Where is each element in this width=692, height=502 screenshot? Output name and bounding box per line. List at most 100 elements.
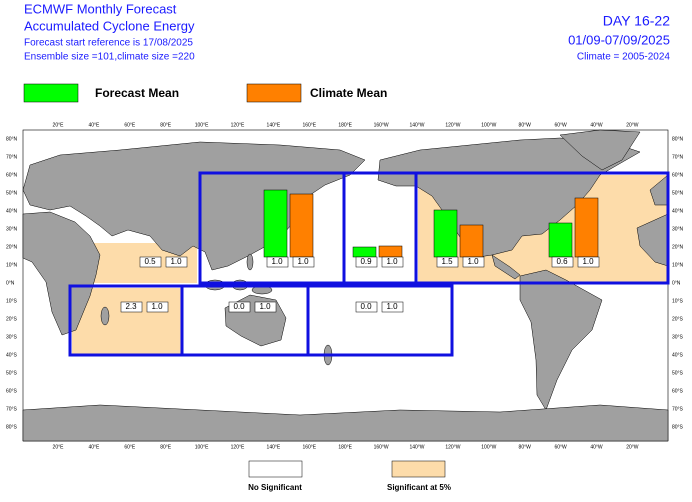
climate-period: Climate = 2005-2024: [577, 52, 671, 63]
lon-label: 180°E: [338, 444, 352, 450]
lat-label: 30°S: [6, 334, 18, 340]
lat-label: 30°N: [672, 226, 684, 232]
value-label: 1.0: [297, 257, 309, 266]
start-ref: Forecast start reference is 17/08/2025: [24, 38, 193, 49]
value-label: 0.9: [360, 257, 372, 266]
value-box: [381, 301, 404, 313]
legend-label: Significant at 5%: [387, 483, 451, 492]
lon-label: 20°E: [53, 122, 65, 128]
lat-label: 40°N: [672, 208, 684, 214]
lat-label: 50°N: [672, 190, 684, 196]
lon-label: 40°W: [590, 122, 603, 128]
value-box: [228, 301, 251, 313]
lat-label: 60°N: [6, 172, 18, 178]
dates: 01/09-07/09/2025: [568, 32, 670, 47]
lon-label: 140°E: [267, 122, 281, 128]
value-box: [577, 256, 600, 268]
value-label: 1.0: [386, 257, 398, 266]
bar: [352, 246, 377, 258]
lon-label: 40°E: [88, 122, 100, 128]
lat-label: 50°S: [6, 370, 18, 376]
value-label: 1.5: [441, 257, 453, 266]
value-box: [266, 256, 289, 268]
lat-label: 10°S: [672, 298, 684, 304]
lat-label: 70°S: [6, 406, 18, 412]
lat-label: 60°S: [672, 388, 684, 394]
lon-label: 120°E: [231, 122, 245, 128]
ensemble: Ensemble size =101,climate size =220: [24, 52, 195, 63]
lat-label: 40°N: [6, 208, 18, 214]
bar: [548, 222, 573, 258]
title: ECMWF Monthly Forecast: [24, 1, 177, 16]
lat-label: 40°S: [672, 352, 684, 358]
bar: [263, 189, 288, 258]
lon-label: 100°W: [481, 122, 496, 128]
region-boxes: [68, 171, 670, 357]
lon-label: 140°W: [409, 122, 424, 128]
lon-label: 120°W: [445, 444, 460, 450]
lon-label: 80°W: [519, 444, 532, 450]
lat-label: 70°N: [6, 154, 18, 160]
lat-label: 30°N: [6, 226, 18, 232]
lon-label: 80°W: [519, 122, 532, 128]
lat-label: 80°S: [672, 424, 684, 430]
legend-swatch: [248, 460, 303, 478]
value-box: [436, 256, 459, 268]
lon-label: 120°E: [231, 444, 245, 450]
lon-label: 60°E: [124, 444, 136, 450]
value-box: [462, 256, 485, 268]
lon-label: 160°E: [302, 122, 316, 128]
value-box: [165, 256, 188, 268]
lat-label: 0°N: [6, 280, 15, 286]
value-label: 1.0: [151, 302, 163, 311]
lat-label: 20°N: [6, 244, 18, 250]
lat-label: 70°S: [672, 406, 684, 412]
lat-label: 20°S: [6, 316, 18, 322]
value-box: [292, 256, 315, 268]
value-box: [381, 256, 404, 268]
value-label: 0.5: [144, 257, 156, 266]
value-label: 0.0: [360, 302, 372, 311]
lon-label: 40°E: [88, 444, 100, 450]
lon-label: 140°W: [409, 444, 424, 450]
bar: [459, 224, 484, 258]
lat-label: 50°S: [672, 370, 684, 376]
lon-label: 100°E: [195, 444, 209, 450]
legend-label: Climate Mean: [310, 86, 387, 100]
lon-label: 100°E: [195, 122, 209, 128]
lat-label: 40°S: [6, 352, 18, 358]
lat-label: 80°N: [672, 136, 684, 142]
lon-label: 60°W: [554, 444, 567, 450]
lon-label: 60°E: [124, 122, 136, 128]
lat-label: 70°N: [672, 154, 684, 160]
value-label: 1.0: [259, 302, 271, 311]
value-label: 1.0: [170, 257, 182, 266]
bar: [574, 197, 599, 258]
value-box: [254, 301, 277, 313]
value-box: [551, 256, 574, 268]
lon-label: 100°W: [481, 444, 496, 450]
legend-label: Forecast Mean: [95, 86, 179, 100]
bar: [289, 193, 314, 258]
lon-label: 20°W: [626, 444, 639, 450]
lat-label: 50°N: [6, 190, 18, 196]
value-box: [355, 301, 378, 313]
legend-label: No Significant: [248, 483, 302, 492]
lon-label: 180°E: [338, 122, 352, 128]
subtitle: Accumulated Cyclone Energy: [24, 18, 195, 33]
lat-label: 0°N: [672, 280, 681, 286]
lat-label: 60°S: [6, 388, 18, 394]
legend-swatch: [23, 83, 79, 103]
value-box: [120, 301, 143, 313]
lat-label: 10°N: [672, 262, 684, 268]
lon-label: 80°E: [160, 122, 172, 128]
lon-label: 20°E: [53, 444, 65, 450]
value-label: 2.3: [125, 302, 137, 311]
lat-label: 20°S: [672, 316, 684, 322]
lon-label: 120°W: [445, 122, 460, 128]
lat-label: 80°S: [6, 424, 18, 430]
land: [22, 129, 669, 442]
legend-swatch: [246, 83, 302, 103]
value-box: [139, 256, 162, 268]
bar: [433, 209, 458, 258]
